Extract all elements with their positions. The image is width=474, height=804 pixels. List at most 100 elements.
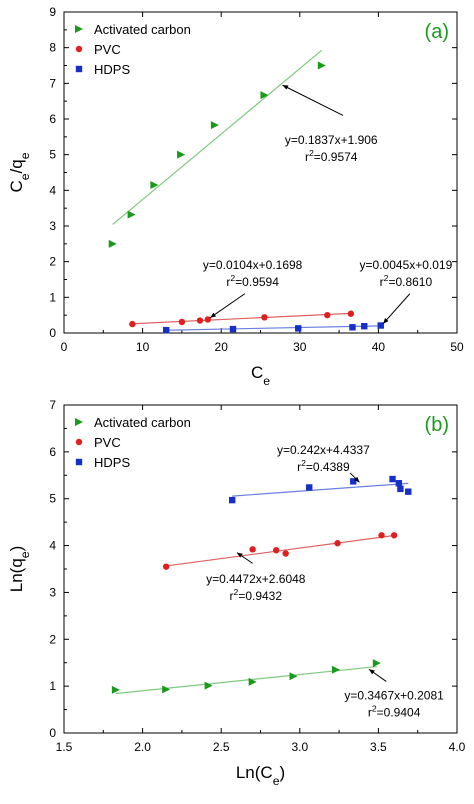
y-axis-label: Ce/qe <box>7 152 32 192</box>
data-point <box>111 685 120 694</box>
data-point <box>397 485 404 493</box>
x-tick-label: 20 <box>215 340 229 354</box>
data-point <box>204 316 212 323</box>
annotation-arrowhead <box>353 476 360 483</box>
y-tick-label: 1 <box>49 679 56 693</box>
y-tick-label: 0 <box>49 726 56 740</box>
x-tick-label: 4.0 <box>449 740 466 754</box>
data-point <box>377 322 384 329</box>
y-tick-label: 5 <box>49 148 56 162</box>
data-point <box>261 314 268 321</box>
annotation-r2-part: r <box>368 705 372 719</box>
data-point <box>162 685 171 694</box>
panel-a: 0 10 20 30 40 500123456789CeCe/qe(a)Activated… <box>7 5 464 388</box>
annotation-r2-part: =0.9594 <box>235 275 279 289</box>
data-point <box>248 677 257 686</box>
legend-marker <box>75 65 83 73</box>
annotation-r2-part: 2 <box>234 587 239 597</box>
y-tick-label: 6 <box>49 445 56 459</box>
y-tick-label: 3 <box>49 585 56 599</box>
annotation-r2-part: r <box>297 460 301 474</box>
x-tick-label: 2.0 <box>134 740 151 754</box>
x-tick-label: 10 <box>136 340 150 354</box>
annotation-arrow <box>382 293 411 325</box>
data-point <box>150 180 159 189</box>
y-axis-label-part: ) <box>7 546 26 552</box>
fit-line <box>112 49 323 225</box>
y-axis-label-part: e <box>18 152 32 159</box>
y-tick-label: 3 <box>49 219 56 233</box>
annotation-r2-part: =0.9432 <box>238 589 282 603</box>
annotation-r2-part: r <box>226 275 230 289</box>
legend-marker <box>75 438 83 446</box>
data-point <box>306 484 313 491</box>
annotation-r2: r2=0.9432 <box>230 587 283 603</box>
y-tick-label: 7 <box>49 76 56 90</box>
annotation-arrowhead <box>210 312 217 318</box>
y-tick-label: 5 <box>49 492 56 506</box>
legend-label: PVC <box>94 435 121 450</box>
x-axis-label-part: e <box>273 774 280 788</box>
fit-line <box>166 534 395 567</box>
y-axis-label: Ln(qe) <box>7 546 32 593</box>
data-point <box>229 496 236 504</box>
y-tick-label: 9 <box>49 5 56 19</box>
x-tick-label: 40 <box>372 340 386 354</box>
data-point <box>389 475 396 483</box>
y-tick-label: 4 <box>49 539 56 553</box>
y-axis-label-part: /q <box>7 159 26 173</box>
annotation-equation: y=0.3467x+0.2081 <box>344 688 444 702</box>
data-point <box>390 532 398 539</box>
y-axis-label-part: C <box>7 180 26 192</box>
annotation-r2: r2=0.9574 <box>305 148 358 164</box>
y-axis-label-part: e <box>18 551 32 558</box>
y-tick-label: 2 <box>49 632 56 646</box>
y-tick-label: 1 <box>49 290 56 304</box>
annotation-equation: y=0.0104x+0.1698 <box>203 258 303 272</box>
data-point <box>324 311 331 319</box>
x-axis-label-part: e <box>263 374 270 388</box>
panel-label: (b) <box>425 414 449 436</box>
data-point <box>229 325 237 333</box>
annotation-r2-part: =0.9574 <box>314 150 358 164</box>
annotation-r2: r2=0.8610 <box>380 273 433 289</box>
annotation-r2: r2=0.9404 <box>368 703 421 719</box>
annotation-r2-part: 2 <box>230 273 235 283</box>
annotation-r2: r2=0.9594 <box>226 273 279 289</box>
y-tick-label: 4 <box>49 183 56 197</box>
legend-label: HDPS <box>94 455 130 470</box>
legend-marker <box>75 458 83 466</box>
y-tick-label: 0 <box>49 326 56 340</box>
annotation-arrowhead <box>282 85 289 90</box>
data-point <box>350 478 357 485</box>
x-axis-label-part: Ln(C <box>236 763 273 782</box>
data-point <box>289 672 298 681</box>
data-point <box>349 324 356 331</box>
legend-label: Activated carbon <box>94 22 191 37</box>
legend-label: HDPS <box>94 62 130 77</box>
annotation-r2-part: =0.9404 <box>377 705 421 719</box>
panel-label: (a) <box>425 21 449 43</box>
annotation-arrow <box>209 293 246 319</box>
y-tick-label: 6 <box>49 112 56 126</box>
data-point <box>372 659 381 668</box>
annotation-r2-part: 2 <box>309 148 314 158</box>
data-point <box>177 150 186 159</box>
x-tick-label: 3.0 <box>291 740 308 754</box>
x-tick-label: 1.5 <box>56 740 73 754</box>
annotation-equation: y=0.242x+4.4337 <box>277 443 370 457</box>
annotation-r2-part: 2 <box>301 458 306 468</box>
data-point <box>204 681 213 690</box>
y-tick-label: 7 <box>49 398 56 412</box>
y-tick-label: 8 <box>49 41 56 55</box>
x-tick-label: 50 <box>450 340 464 354</box>
data-point <box>317 61 326 70</box>
x-axis-label-part: C <box>251 363 263 382</box>
data-point <box>395 480 403 487</box>
fit-line <box>132 312 351 325</box>
x-tick-label: 0 <box>61 340 68 354</box>
data-point <box>334 540 341 547</box>
annotation-arrow <box>282 84 344 116</box>
annotation-r2-part: =0.8610 <box>388 275 432 289</box>
